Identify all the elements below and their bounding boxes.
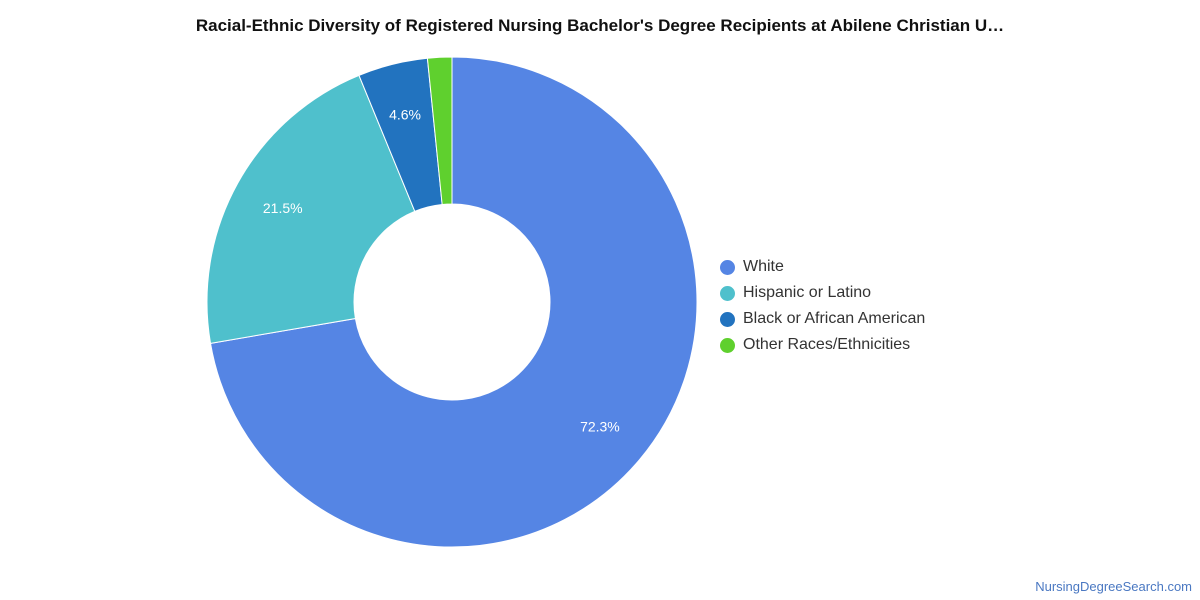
source-link[interactable]: NursingDegreeSearch.com <box>1035 579 1192 594</box>
data-label-hispanic-or-latino: 21.5% <box>263 200 303 216</box>
legend-item[interactable]: Other Races/Ethnicities <box>720 332 925 358</box>
legend-swatch-icon <box>720 259 735 275</box>
legend-label: Hispanic or Latino <box>743 284 872 301</box>
legend-item[interactable]: White <box>720 254 925 280</box>
data-label-white: 72.3% <box>580 419 620 435</box>
legend-swatch-icon <box>720 337 735 353</box>
slice-white[interactable] <box>209 56 698 548</box>
slice-hispanic-or-latino[interactable] <box>206 74 416 344</box>
slice-other-races-ethnicities[interactable] <box>426 56 453 206</box>
legend-label: White <box>743 258 784 275</box>
legend-swatch-icon <box>720 285 735 301</box>
legend-swatch-icon <box>720 311 735 327</box>
data-label-black-or-african-american: 4.6% <box>389 106 421 122</box>
legend-label: Other Races/Ethnicities <box>743 336 911 353</box>
chart-legend: White Hispanic or Latino Black or African … <box>720 254 925 358</box>
legend-label: Black or African American <box>743 310 926 327</box>
legend-item[interactable]: Black or African American <box>720 306 925 332</box>
legend-item[interactable]: Hispanic or Latino <box>720 280 925 306</box>
chart-title: Racial-Ethnic Diversity of Registered Nu… <box>195 16 1005 35</box>
